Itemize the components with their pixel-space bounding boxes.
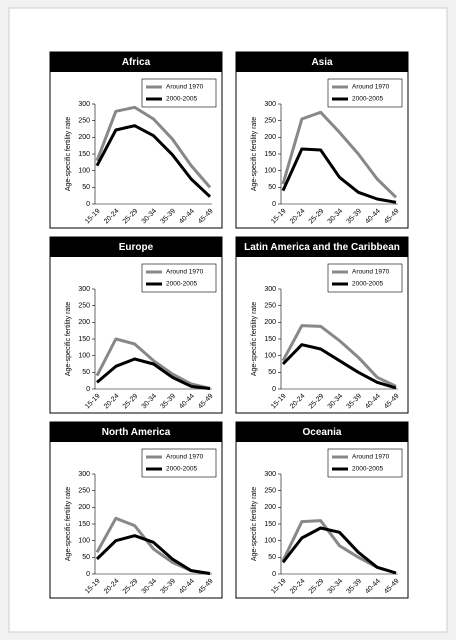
series-line — [95, 105, 212, 189]
y-tick-label: 200 — [78, 319, 90, 326]
legend-label: 2000-2005 — [166, 281, 197, 288]
panel-border — [49, 51, 223, 229]
panel-border — [235, 51, 409, 229]
y-axis-label: Age-specific fertility rate — [251, 487, 258, 561]
y-axis-label: Age-specific fertility rate — [65, 487, 72, 561]
y-tick-label: 0 — [272, 201, 276, 208]
y-tick-label: 50 — [82, 184, 90, 191]
legend-box — [141, 263, 217, 293]
title-bar — [50, 422, 222, 442]
series-line — [281, 147, 397, 204]
legend-box — [327, 78, 403, 108]
series-line — [281, 343, 397, 390]
y-tick-label: 100 — [78, 353, 90, 360]
y-tick-label: 0 — [272, 386, 276, 393]
y-tick-label: 150 — [264, 336, 276, 343]
legend-label: 2000-2005 — [166, 96, 197, 103]
y-tick-label: 300 — [264, 471, 276, 478]
legend-label: Around 1970 — [352, 454, 390, 461]
title-bar — [236, 237, 408, 257]
legend-label: 2000-2005 — [166, 466, 197, 473]
y-tick-label: 150 — [78, 521, 90, 528]
y-tick-label: 100 — [264, 353, 276, 360]
panel-title: Latin America and the Caribbean — [244, 242, 400, 253]
legend-label: Around 1970 — [352, 84, 390, 91]
series-line — [281, 526, 397, 575]
panel-title: North America — [102, 427, 171, 438]
y-tick-label: 200 — [264, 504, 276, 511]
y-tick-label: 300 — [78, 471, 90, 478]
y-tick-label: 250 — [264, 118, 276, 125]
series-line — [95, 337, 211, 390]
y-tick-label: 0 — [86, 571, 90, 578]
legend-label: Around 1970 — [166, 454, 204, 461]
y-tick-label: 250 — [78, 488, 90, 495]
y-tick-label: 50 — [82, 554, 90, 561]
y-tick-label: 100 — [78, 538, 90, 545]
y-tick-label: 150 — [264, 151, 276, 158]
title-bar — [50, 237, 222, 257]
legend-label: Around 1970 — [166, 84, 204, 91]
y-tick-label: 200 — [264, 319, 276, 326]
panel-title: Oceania — [303, 427, 342, 438]
y-axis-label: Age-specific fertility rate — [65, 117, 72, 191]
series-line — [96, 357, 211, 391]
legend-box — [141, 78, 217, 108]
panel-title: Europe — [119, 242, 154, 253]
y-tick-label: 250 — [78, 118, 90, 125]
legend-label: 2000-2005 — [352, 96, 383, 103]
series-line — [281, 110, 398, 199]
legend-label: Around 1970 — [166, 269, 204, 276]
y-tick-label: 150 — [264, 521, 276, 528]
y-tick-label: 50 — [268, 184, 276, 191]
legend-box — [327, 448, 403, 478]
panel-border — [235, 236, 409, 414]
y-tick-label: 100 — [264, 538, 276, 545]
y-tick-label: 150 — [78, 336, 90, 343]
y-tick-label: 250 — [78, 303, 90, 310]
y-axis-label: Age-specific fertility rate — [251, 117, 258, 191]
series-line — [95, 124, 212, 198]
title-bar — [236, 52, 408, 72]
panel-title: Africa — [122, 57, 151, 68]
y-tick-label: 0 — [86, 201, 90, 208]
title-bar — [50, 52, 222, 72]
y-tick-label: 200 — [78, 504, 90, 511]
y-tick-label: 300 — [78, 101, 90, 108]
y-tick-label: 50 — [82, 369, 90, 376]
y-tick-label: 100 — [78, 168, 90, 175]
y-axis-label: Age-specific fertility rate — [65, 302, 72, 376]
y-tick-label: 0 — [272, 571, 276, 578]
y-tick-label: 50 — [268, 554, 276, 561]
y-tick-label: 50 — [268, 369, 276, 376]
y-tick-label: 200 — [264, 134, 276, 141]
title-bar — [236, 422, 408, 442]
y-tick-label: 100 — [264, 168, 276, 175]
series-line — [95, 534, 211, 576]
y-tick-label: 150 — [78, 151, 90, 158]
y-tick-label: 300 — [264, 286, 276, 293]
y-tick-label: 250 — [264, 488, 276, 495]
panel-title: Asia — [311, 57, 333, 68]
legend-label: 2000-2005 — [352, 466, 383, 473]
legend-box — [141, 448, 217, 478]
y-tick-label: 300 — [78, 286, 90, 293]
panel-border — [235, 421, 409, 599]
legend-label: 2000-2005 — [352, 281, 383, 288]
y-tick-label: 200 — [78, 134, 90, 141]
y-tick-label: 0 — [86, 386, 90, 393]
series-line — [281, 324, 397, 388]
legend-label: Around 1970 — [352, 269, 390, 276]
legend-box — [327, 263, 403, 293]
y-tick-label: 300 — [264, 101, 276, 108]
y-tick-label: 250 — [264, 303, 276, 310]
y-axis-label: Age-specific fertility rate — [251, 302, 258, 376]
